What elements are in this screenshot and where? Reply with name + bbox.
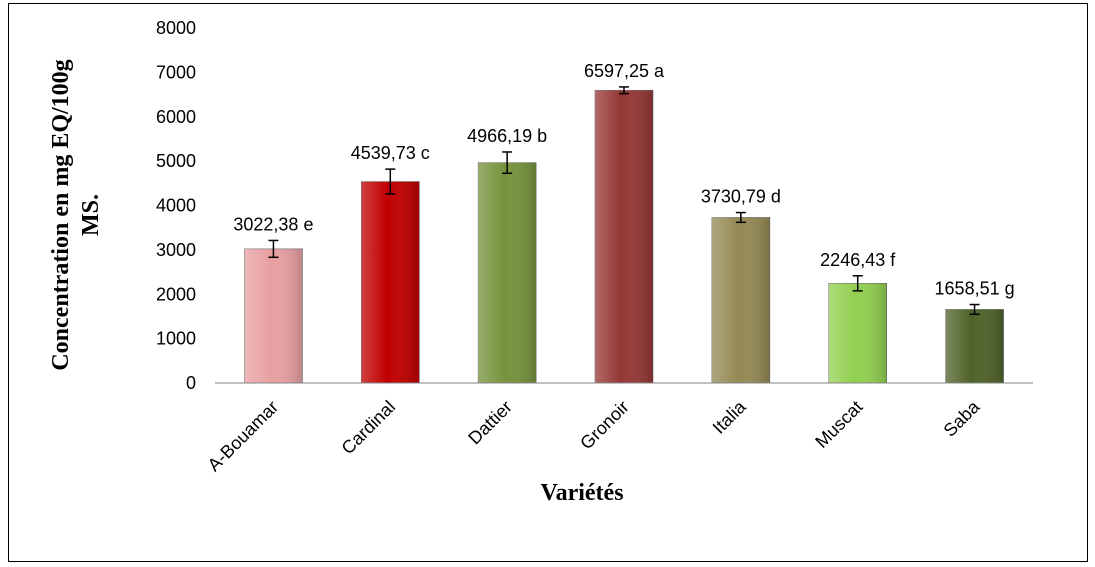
- x-tick-label: Dattier: [464, 397, 516, 449]
- data-label: 4966,19 b: [467, 126, 547, 146]
- y-axis-title-line2: MS.: [78, 194, 104, 236]
- x-tick-label: Gronoir: [576, 397, 633, 454]
- x-axis-title: Variétés: [540, 480, 623, 506]
- y-tick-label: 1000: [156, 329, 196, 349]
- bar-shading: [711, 217, 770, 383]
- y-axis-title: Concentration en mg EQ/100g MS.: [48, 59, 104, 370]
- y-tick-label: 0: [186, 373, 196, 393]
- y-tick-label: 6000: [156, 107, 196, 127]
- error-bars: [268, 86, 980, 316]
- y-tick-label: 5000: [156, 151, 196, 171]
- y-tick-label: 7000: [156, 62, 196, 82]
- data-labels: 3022,38 e 4539,73 c 4966,19 b 6597,25 a 3730…: [233, 61, 1014, 299]
- x-axis-ticks: A-Bouamar Cardinal Dattier Gronoir Italia Mus…: [204, 396, 984, 475]
- bar-shading: [945, 309, 1004, 383]
- y-axis-ticks: 0 1000 2000 3000 4000 5000 6000 7000 8000: [156, 18, 196, 393]
- bar-shading: [595, 90, 653, 383]
- bar-shading: [478, 162, 537, 383]
- y-axis-title-line1: Concentration en mg EQ/100g: [48, 59, 74, 370]
- y-tick-label: 8000: [156, 18, 196, 38]
- x-tick-label: Cardinal: [338, 397, 400, 459]
- x-tick-label: Italia: [709, 396, 751, 438]
- y-tick-label: 2000: [156, 284, 196, 304]
- y-tick-label: 4000: [156, 196, 196, 216]
- y-tick-label: 3000: [156, 240, 196, 260]
- x-tick-label: Saba: [940, 396, 985, 441]
- data-label: 4539,73 c: [351, 143, 430, 163]
- bar-shading: [361, 181, 420, 383]
- data-label: 3730,79 d: [701, 187, 781, 207]
- x-tick-label: Muscat: [811, 397, 866, 452]
- data-label: 3022,38 e: [233, 214, 313, 234]
- chart-frame: [8, 3, 1088, 562]
- data-label: 2246,43 f: [820, 250, 896, 270]
- x-tick-label: A-Bouamar: [204, 397, 283, 476]
- data-label: 1658,51 g: [935, 279, 1015, 299]
- bar-shading: [828, 283, 887, 383]
- bars: [244, 89, 1004, 384]
- data-label: 6597,25 a: [584, 61, 665, 81]
- bar-shading: [244, 248, 303, 383]
